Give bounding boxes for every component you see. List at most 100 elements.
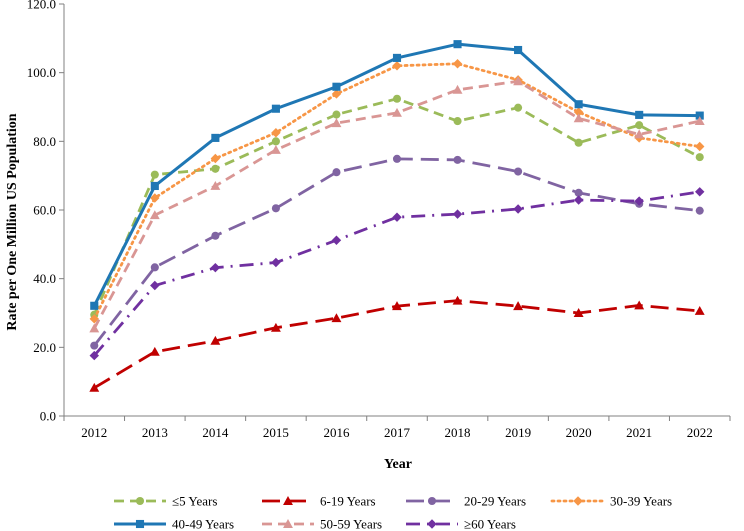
y-tick-labels: 0.0 20.0 40.0 60.0 80.0 100.0 120.0 [27, 0, 56, 424]
axes [59, 3, 731, 421]
data-point [392, 94, 402, 103]
data-point [634, 129, 645, 139]
series-line [93, 299, 700, 390]
data-point [89, 323, 100, 333]
y-tick-label: 20.0 [33, 340, 56, 355]
data-point [210, 262, 221, 273]
series-line [93, 157, 700, 347]
data-point [210, 153, 221, 164]
data-point [513, 204, 523, 214]
data-point [332, 82, 341, 91]
data-point [392, 301, 402, 311]
y-axis-title: Rate per One Million US Population [5, 113, 20, 330]
data-point [574, 188, 583, 197]
data-point [392, 61, 402, 71]
data-point [331, 313, 342, 323]
data-point [634, 300, 645, 310]
data-point [271, 104, 280, 113]
y-tick-label: 80.0 [33, 134, 56, 149]
data-point [150, 170, 159, 179]
data-point [271, 137, 280, 146]
data-point [453, 40, 462, 49]
data-point [392, 154, 402, 163]
series-line [93, 79, 701, 330]
legend-label: 40-49 Years [172, 517, 234, 531]
x-tick-labels: 2012 2013 2014 2015 2016 2017 2018 2019 2020 2021… [81, 425, 712, 440]
x-tick-label: 2016 [323, 425, 350, 440]
data-point [271, 257, 281, 268]
data-point [211, 164, 220, 173]
data-point [694, 305, 705, 315]
x-tick-label: 2015 [263, 425, 289, 440]
data-point [694, 116, 705, 126]
data-point [149, 346, 160, 356]
series-line [93, 190, 700, 357]
series-layer [89, 40, 705, 392]
data-point [210, 181, 221, 190]
data-point [634, 196, 644, 206]
legend-label: 6-19 Years [320, 494, 376, 509]
legend-label: ≤5 Years [172, 494, 217, 509]
legend-entry: 20-29 Years [406, 494, 526, 509]
data-point [270, 144, 281, 154]
series-50-59 Years [89, 76, 705, 333]
data-point [332, 168, 341, 177]
x-tick-label: 2018 [445, 425, 471, 440]
data-point [695, 153, 704, 162]
series-line [92, 97, 701, 316]
series-40-49 Years [90, 40, 704, 310]
data-point [331, 118, 342, 128]
x-tick-label: 2019 [505, 425, 531, 440]
y-tick-label: 120.0 [27, 0, 56, 12]
data-point [271, 204, 280, 213]
legend-label: 30-39 Years [610, 494, 672, 509]
data-point [150, 280, 160, 291]
data-point [210, 335, 221, 345]
data-point [90, 341, 99, 350]
data-point [283, 496, 293, 505]
data-point [514, 103, 523, 112]
data-point [150, 193, 160, 203]
data-point [514, 167, 523, 176]
data-point [635, 110, 644, 119]
y-tick-label: 0.0 [40, 409, 56, 424]
legend-label: ≥60 Years [464, 517, 516, 531]
x-tick-label: 2014 [202, 425, 229, 440]
legend-label: 50-59 Years [320, 517, 382, 531]
data-point [452, 59, 463, 69]
y-tick-label: 100.0 [27, 65, 56, 80]
data-point [573, 113, 584, 123]
data-point [427, 496, 437, 506]
x-tick-label: 2020 [566, 425, 592, 440]
data-point [453, 117, 462, 126]
data-point [331, 235, 342, 245]
data-point [392, 107, 402, 117]
data-point [695, 187, 705, 197]
data-point [211, 231, 220, 240]
data-point [452, 84, 463, 94]
data-point [427, 519, 437, 529]
data-point [513, 301, 524, 311]
data-point [452, 295, 463, 305]
series-line [92, 42, 700, 307]
data-point [332, 110, 341, 119]
data-point [695, 111, 704, 120]
data-point [392, 53, 402, 62]
data-point [135, 519, 145, 529]
data-point [695, 141, 705, 152]
data-point [514, 45, 523, 55]
data-point [89, 382, 100, 392]
data-point [573, 496, 583, 506]
legend-entry: 40-49 Years [114, 517, 234, 531]
data-point [271, 128, 281, 138]
x-tick-label: 2013 [142, 425, 168, 440]
data-point [574, 100, 583, 109]
data-point [513, 76, 524, 86]
legend-entry: 6-19 Years [262, 494, 376, 509]
data-point [573, 308, 584, 317]
data-point [90, 301, 99, 310]
data-point [453, 155, 462, 164]
y-tick-label: 40.0 [33, 271, 56, 286]
y-tick-label: 60.0 [33, 203, 56, 218]
